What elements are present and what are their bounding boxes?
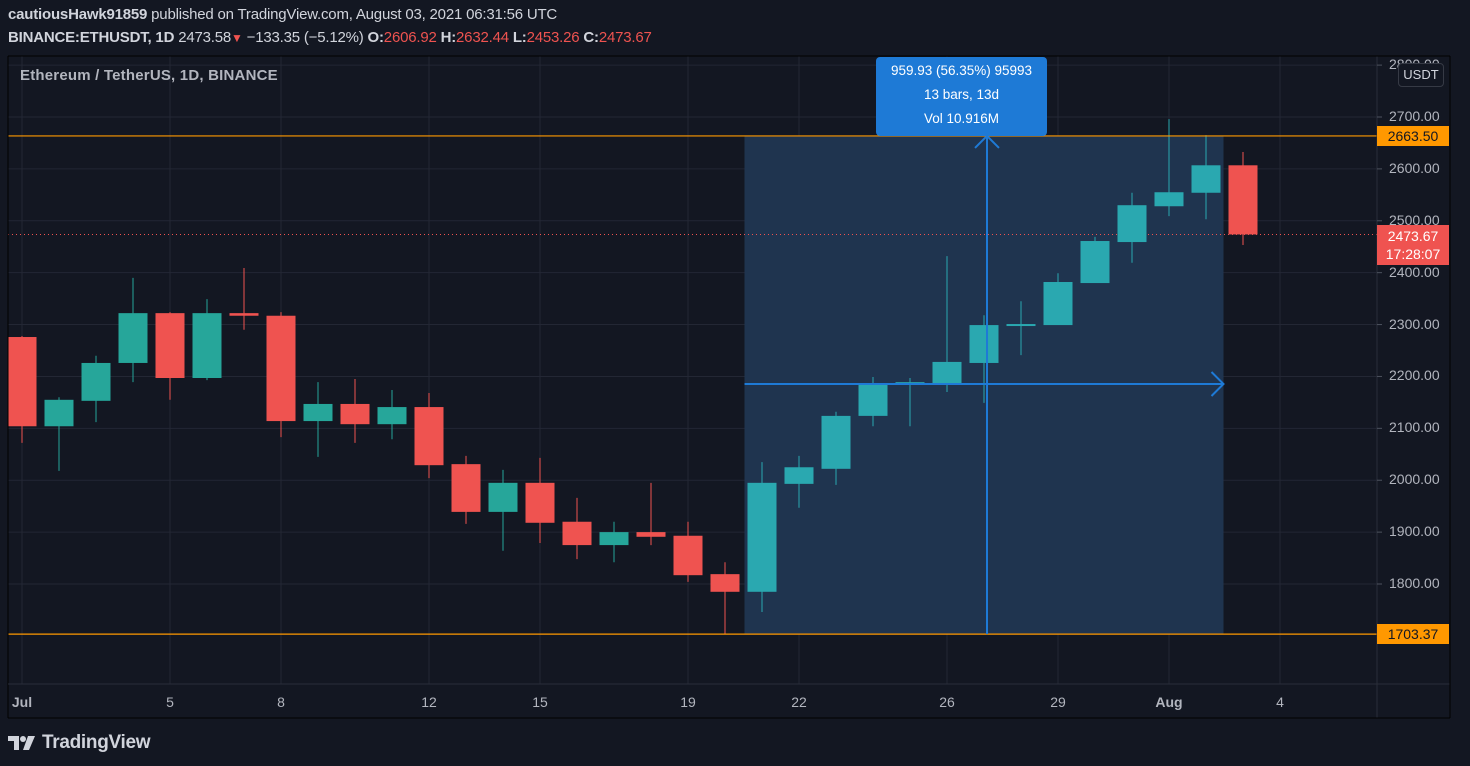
high-label: H: <box>440 29 457 46</box>
candle-up <box>858 384 888 416</box>
measure-change: 959.93 (56.35%) 95993 <box>890 63 1033 78</box>
measure-tooltip: 959.93 (56.35%) 95993 13 bars, 13d Vol 1… <box>876 57 1047 136</box>
candle-down <box>1228 165 1258 235</box>
candle-down <box>414 407 444 466</box>
tradingview-logo-icon <box>8 736 35 750</box>
candle-down <box>562 521 592 546</box>
candle-up <box>118 313 148 363</box>
time-tick-label: Aug <box>1155 694 1183 710</box>
last-price: 2473.58 <box>178 29 232 46</box>
price-tick-label: 2600.00 <box>1389 159 1440 176</box>
candle-up <box>969 325 999 363</box>
chart-legend: Ethereum / TetherUS, 1D, BINANCE <box>20 67 278 84</box>
publish-info: cautiousHawk91859 published on TradingVi… <box>8 6 557 23</box>
symbol-name: BINANCE:ETHUSDT, 1D <box>8 29 175 46</box>
measure-volume: Vol 10.916M <box>923 111 1000 126</box>
time-tick-label: 4 <box>1276 694 1284 710</box>
candle-down <box>155 313 185 379</box>
time-tick-label: 12 <box>421 694 437 710</box>
time-tick-label: 8 <box>277 694 285 710</box>
candle-up <box>81 362 111 401</box>
candle-down <box>229 313 259 316</box>
candle-down <box>636 532 666 537</box>
candle-up <box>192 313 222 379</box>
time-tick-label: 19 <box>680 694 696 710</box>
open-value: 2606.92 <box>383 29 437 46</box>
low-label: L: <box>512 29 527 46</box>
time-tick-label: 22 <box>791 694 807 710</box>
candle-up <box>1006 324 1036 327</box>
candle-up <box>932 361 962 384</box>
price-tick-label: 2400.00 <box>1389 263 1440 280</box>
price-tick-label: 1900.00 <box>1389 523 1440 540</box>
price-change: −133.35 (−5.12%) <box>246 29 364 46</box>
time-tick-label: 26 <box>939 694 955 710</box>
candle-down <box>525 482 555 523</box>
price-tick-label: 2500.00 <box>1389 211 1440 228</box>
right-arrow-icon <box>1210 371 1225 397</box>
close-label: C: <box>583 29 599 46</box>
published-text: published on TradingView.com, August 03,… <box>151 6 558 23</box>
price-tick-label: 2100.00 <box>1389 419 1440 436</box>
close-value: 2473.67 <box>598 29 652 46</box>
candle-up <box>44 399 74 427</box>
candle-down <box>710 574 740 592</box>
publisher-name[interactable]: cautiousHawk91859 <box>8 6 148 23</box>
candle-up <box>1154 192 1184 207</box>
lower-level-label: 1703.37 <box>1377 624 1449 644</box>
price-tick-label: 2700.00 <box>1389 108 1440 124</box>
candle-up <box>747 482 777 592</box>
candle-up <box>1043 282 1073 326</box>
currency-button[interactable]: USDT <box>1398 63 1444 87</box>
candle-down <box>451 464 481 512</box>
candle-down <box>340 403 370 425</box>
candle-down <box>7 337 37 427</box>
price-tick-label: 2000.00 <box>1389 471 1440 488</box>
price-tick-label: 1800.00 <box>1389 575 1440 591</box>
time-tick-label: 29 <box>1050 694 1066 710</box>
brand-name: TradingView <box>42 732 151 753</box>
last-price-label: 2473.67 17:28:07 <box>1377 225 1449 265</box>
last-price-value: 2473.67 <box>1387 228 1439 244</box>
candle-up <box>377 407 407 425</box>
candle-up <box>488 482 518 512</box>
candle-down <box>266 315 296 422</box>
time-tick-label: 5 <box>166 694 174 710</box>
time-tick-label: 15 <box>532 694 548 710</box>
candle-up <box>1117 205 1147 243</box>
open-label: O: <box>367 29 384 46</box>
down-arrow-icon: ▼ <box>231 31 243 45</box>
candle-up <box>599 532 629 546</box>
price-tick-label: 2300.00 <box>1389 315 1440 332</box>
bar-countdown: 17:28:07 <box>1385 246 1441 262</box>
candle-up <box>1191 165 1221 193</box>
candle-up <box>303 403 333 422</box>
high-value: 2632.44 <box>456 29 509 46</box>
candle-up <box>1080 241 1110 284</box>
price-tick-label: 2200.00 <box>1389 367 1440 384</box>
time-tick-label: Jul <box>11 694 33 710</box>
candle-up <box>821 415 851 469</box>
candle-up <box>784 467 814 484</box>
low-value: 2453.26 <box>526 29 580 46</box>
measure-bars: 13 bars, 13d <box>923 87 1000 102</box>
upper-level-label: 2663.50 <box>1377 126 1449 146</box>
tradingview-logo[interactable]: TradingView <box>8 732 151 754</box>
symbol-info: BINANCE:ETHUSDT, 1D 2473.58▼ −133.35 (−5… <box>8 29 652 46</box>
candle-down <box>673 535 703 576</box>
